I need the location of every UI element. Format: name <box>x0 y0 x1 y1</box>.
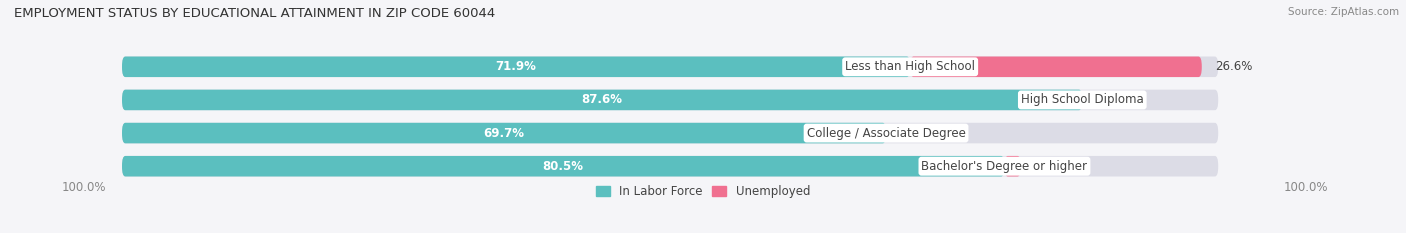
Text: 69.7%: 69.7% <box>484 127 524 140</box>
Text: 100.0%: 100.0% <box>62 181 107 194</box>
Text: High School Diploma: High School Diploma <box>1021 93 1143 106</box>
FancyBboxPatch shape <box>122 123 886 143</box>
Text: 100.0%: 100.0% <box>1284 181 1329 194</box>
Text: 26.6%: 26.6% <box>1215 60 1253 73</box>
Legend: In Labor Force, Unemployed: In Labor Force, Unemployed <box>591 181 815 203</box>
Text: 1.5%: 1.5% <box>1033 160 1064 173</box>
Text: Bachelor's Degree or higher: Bachelor's Degree or higher <box>921 160 1087 173</box>
FancyBboxPatch shape <box>122 90 1083 110</box>
Text: 80.5%: 80.5% <box>543 160 583 173</box>
FancyBboxPatch shape <box>122 123 1218 143</box>
Text: 71.9%: 71.9% <box>496 60 537 73</box>
FancyBboxPatch shape <box>122 57 1218 77</box>
FancyBboxPatch shape <box>122 57 910 77</box>
FancyBboxPatch shape <box>122 156 1004 176</box>
FancyBboxPatch shape <box>1004 156 1021 176</box>
Text: Source: ZipAtlas.com: Source: ZipAtlas.com <box>1288 7 1399 17</box>
Text: 87.6%: 87.6% <box>582 93 623 106</box>
Text: Less than High School: Less than High School <box>845 60 976 73</box>
Text: College / Associate Degree: College / Associate Degree <box>807 127 966 140</box>
Text: 0.0%: 0.0% <box>1095 93 1125 106</box>
FancyBboxPatch shape <box>122 90 1218 110</box>
Text: EMPLOYMENT STATUS BY EDUCATIONAL ATTAINMENT IN ZIP CODE 60044: EMPLOYMENT STATUS BY EDUCATIONAL ATTAINM… <box>14 7 495 20</box>
FancyBboxPatch shape <box>122 156 1218 176</box>
Text: 0.0%: 0.0% <box>900 127 929 140</box>
FancyBboxPatch shape <box>910 57 1202 77</box>
